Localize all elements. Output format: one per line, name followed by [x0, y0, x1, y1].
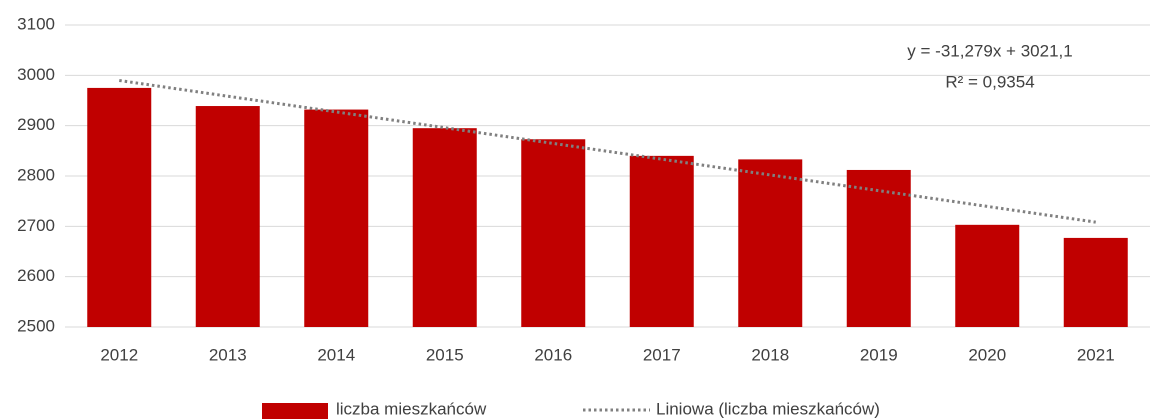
trend-r2: R² = 0,9354: [945, 72, 1034, 91]
bar: [412, 128, 477, 327]
bar: [1063, 237, 1128, 327]
x-tick-label: 2017: [643, 345, 681, 364]
x-tick-label: 2019: [860, 345, 898, 364]
bar: [629, 155, 694, 327]
x-tick-label: 2020: [968, 345, 1006, 364]
legend-swatch: [262, 403, 328, 419]
x-tick-label: 2018: [751, 345, 789, 364]
legend-label: Liniowa (liczba mieszkańców): [656, 399, 880, 418]
legend-label: liczba mieszkańców: [336, 399, 487, 418]
y-tick-label: 2800: [17, 165, 55, 184]
bar: [738, 159, 803, 327]
x-tick-label: 2013: [209, 345, 247, 364]
bar: [955, 224, 1020, 327]
y-tick-label: 2600: [17, 266, 55, 285]
bar: [304, 109, 369, 327]
x-tick-label: 2021: [1077, 345, 1115, 364]
bar: [521, 139, 586, 327]
trend-equation: y = -31,279x + 3021,1: [907, 41, 1072, 60]
x-tick-label: 2015: [426, 345, 464, 364]
x-tick-label: 2014: [317, 345, 355, 364]
y-tick-label: 3100: [17, 14, 55, 33]
legend: liczba mieszkańców Liniowa (liczba mieszk…: [262, 399, 880, 419]
x-tick-label: 2016: [534, 345, 572, 364]
y-tick-label: 3000: [17, 65, 55, 84]
x-tick-label: 2012: [100, 345, 138, 364]
y-tick-label: 2500: [17, 316, 55, 335]
bar: [846, 169, 911, 327]
trendline: [119, 78, 1096, 224]
bar: [195, 106, 260, 327]
y-tick-label: 2900: [17, 115, 55, 134]
plot: 2500 2600 2700 2800 2900 3000 3100 2012 2013 2014…: [17, 14, 1150, 364]
bar: [87, 87, 152, 328]
y-tick-label: 2700: [17, 216, 55, 235]
